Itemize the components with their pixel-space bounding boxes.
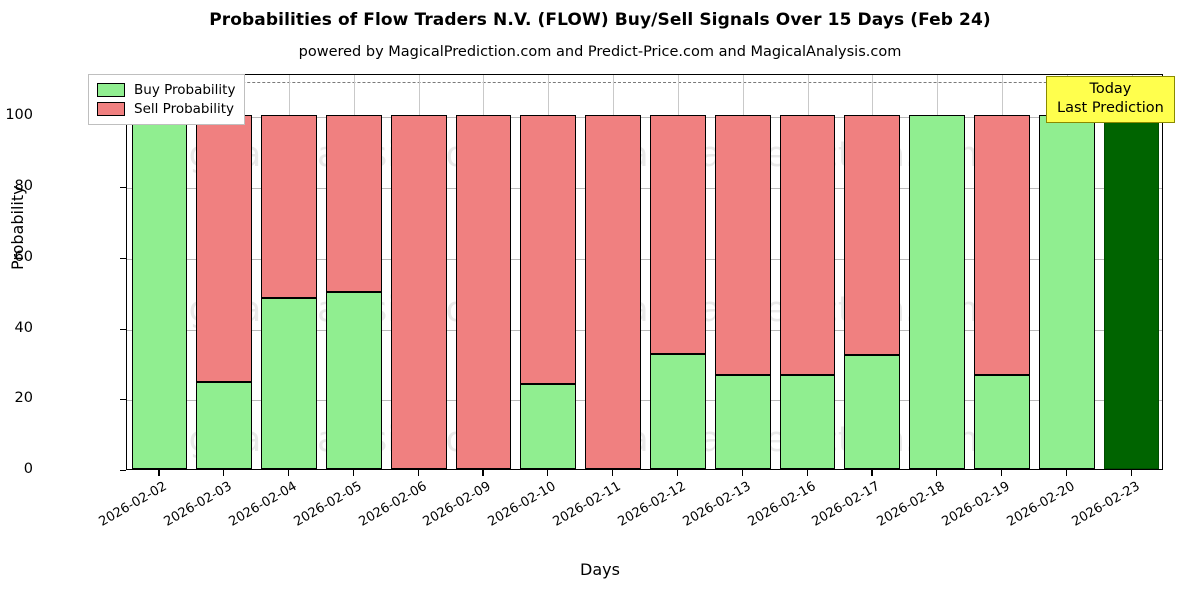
bar-group[interactable] (779, 73, 836, 469)
today-annotation-line1: Today (1089, 81, 1132, 97)
bar-group[interactable] (131, 73, 188, 469)
bar-segment-sell[interactable] (455, 115, 512, 469)
bar-segment-sell[interactable] (261, 115, 317, 298)
x-tick-mark (741, 470, 743, 476)
y-tick-mark (120, 257, 126, 260)
bar-segment-buy[interactable] (714, 374, 771, 469)
legend-swatch-sell-icon (97, 101, 125, 116)
bar-segment-sell[interactable] (196, 115, 253, 383)
bar-group[interactable] (585, 73, 641, 469)
bar-group[interactable] (196, 73, 253, 469)
bar-segment-sell[interactable] (325, 115, 382, 293)
x-tick-mark (806, 470, 808, 476)
x-tick-mark (612, 470, 614, 476)
bar-group[interactable] (325, 73, 382, 469)
bar-segment-buy[interactable] (779, 374, 836, 469)
gridline (127, 188, 1162, 190)
legend-label-sell: Sell Probability (134, 100, 235, 117)
y-tick-label: 20 (14, 390, 33, 407)
bar-series-layer (127, 75, 1162, 469)
y-tick-label: 60 (14, 248, 33, 265)
bar-segment-sell[interactable] (390, 115, 447, 469)
gridline (127, 400, 1162, 402)
bar-segment-buy[interactable] (196, 382, 253, 469)
bar-segment-sell[interactable] (650, 115, 706, 355)
chart-legend: Buy Probability Sell Probability (88, 74, 246, 125)
bar-group[interactable] (909, 73, 966, 469)
bar-segment-sell[interactable] (520, 115, 577, 385)
bar-segment-sell[interactable] (974, 115, 1030, 375)
x-tick-mark (417, 470, 419, 476)
legend-label-buy: Buy Probability (134, 81, 236, 98)
chart-title: Probabilities of Flow Traders N.V. (FLOW… (209, 10, 991, 30)
y-tick-label: 0 (23, 461, 33, 477)
y-tick-mark (120, 470, 126, 472)
bar-segment-buy[interactable] (261, 297, 317, 469)
bar-group[interactable] (714, 73, 771, 469)
legend-item-sell: Sell Probability (97, 99, 235, 118)
x-tick-mark (1065, 470, 1067, 476)
y-tick-mark (120, 399, 126, 401)
bar-segment-sell[interactable] (779, 115, 836, 375)
bar-group[interactable] (390, 73, 447, 469)
x-tick-mark (223, 470, 225, 476)
bar-segment-today[interactable] (1103, 115, 1160, 469)
legend-swatch-buy-icon (97, 82, 125, 97)
y-tick-label: 100 (5, 107, 33, 124)
gridline (127, 117, 1162, 119)
bar-group[interactable] (650, 73, 706, 469)
bar-segment-buy[interactable] (131, 115, 188, 469)
x-tick-mark (871, 470, 873, 476)
bar-segment-buy[interactable] (974, 374, 1030, 469)
x-tick-mark (1000, 470, 1003, 476)
bar-group[interactable] (844, 73, 901, 469)
bar-segment-sell[interactable] (714, 115, 771, 375)
x-tick-mark (936, 470, 938, 476)
legend-item-buy: Buy Probability (97, 80, 235, 99)
today-annotation: Today Last Prediction (1046, 76, 1175, 123)
x-tick-mark (482, 470, 484, 476)
x-tick-mark (547, 470, 549, 476)
bar-segment-buy[interactable] (325, 292, 382, 469)
y-tick-label: 40 (14, 319, 33, 336)
bar-segment-buy[interactable] (909, 115, 966, 469)
plot-area: MagicalAnalysis.comMagicalPrediction.com… (126, 74, 1163, 470)
x-tick-mark (1130, 470, 1132, 476)
bar-segment-buy[interactable] (844, 355, 901, 469)
y-tick-mark (120, 328, 126, 330)
gridline (127, 258, 1162, 260)
today-annotation-line2: Last Prediction (1057, 100, 1164, 116)
bar-group[interactable] (974, 73, 1030, 469)
reference-dashed-line (127, 82, 1162, 84)
chart-subtitle: powered by MagicalPrediction.com and Pre… (298, 44, 902, 60)
x-tick-mark (288, 470, 290, 476)
bar-group[interactable] (1038, 73, 1095, 469)
x-tick-mark (676, 470, 679, 476)
bar-segment-buy[interactable] (1038, 115, 1095, 469)
gridline (127, 329, 1162, 331)
x-tick-mark (352, 470, 355, 476)
x-axis-label: Days (580, 560, 620, 579)
bar-group[interactable] (1103, 73, 1160, 469)
bar-segment-buy[interactable] (650, 354, 706, 469)
y-tick-mark (120, 187, 126, 189)
bar-segment-sell[interactable] (844, 115, 901, 356)
bar-group[interactable] (455, 73, 512, 469)
bar-segment-buy[interactable] (520, 384, 577, 469)
bar-group[interactable] (261, 73, 317, 469)
x-tick-mark (158, 470, 160, 476)
bar-segment-sell[interactable] (585, 115, 641, 469)
bar-group[interactable] (520, 73, 577, 469)
y-tick-label: 80 (14, 178, 33, 195)
